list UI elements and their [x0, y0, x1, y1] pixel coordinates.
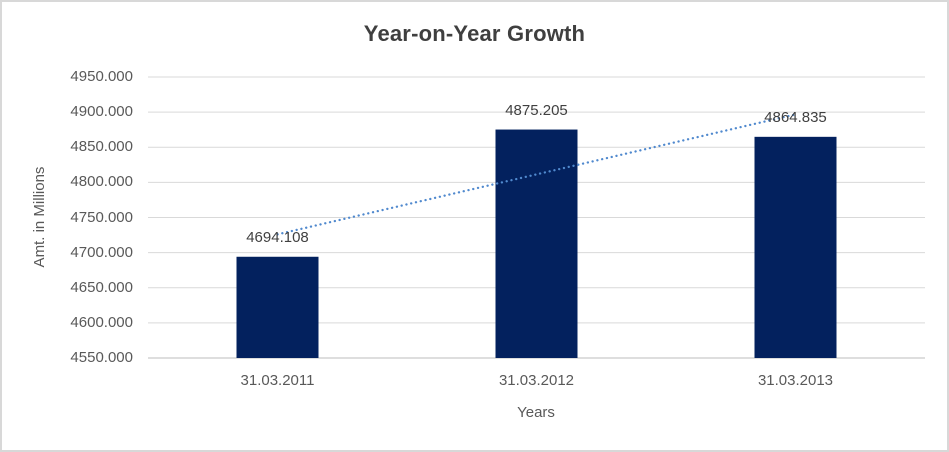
- bar-31.03.2011[interactable]: [236, 256, 319, 358]
- x-axis-title: Years: [517, 404, 555, 421]
- bar-31.03.2012[interactable]: [495, 129, 578, 358]
- trendline[interactable]: [276, 113, 797, 236]
- chart-title: Year-on-Year Growth: [363, 21, 586, 46]
- bar-31.03.2013[interactable]: [754, 136, 837, 358]
- y-axis-title: Amt. in Millions: [31, 166, 48, 268]
